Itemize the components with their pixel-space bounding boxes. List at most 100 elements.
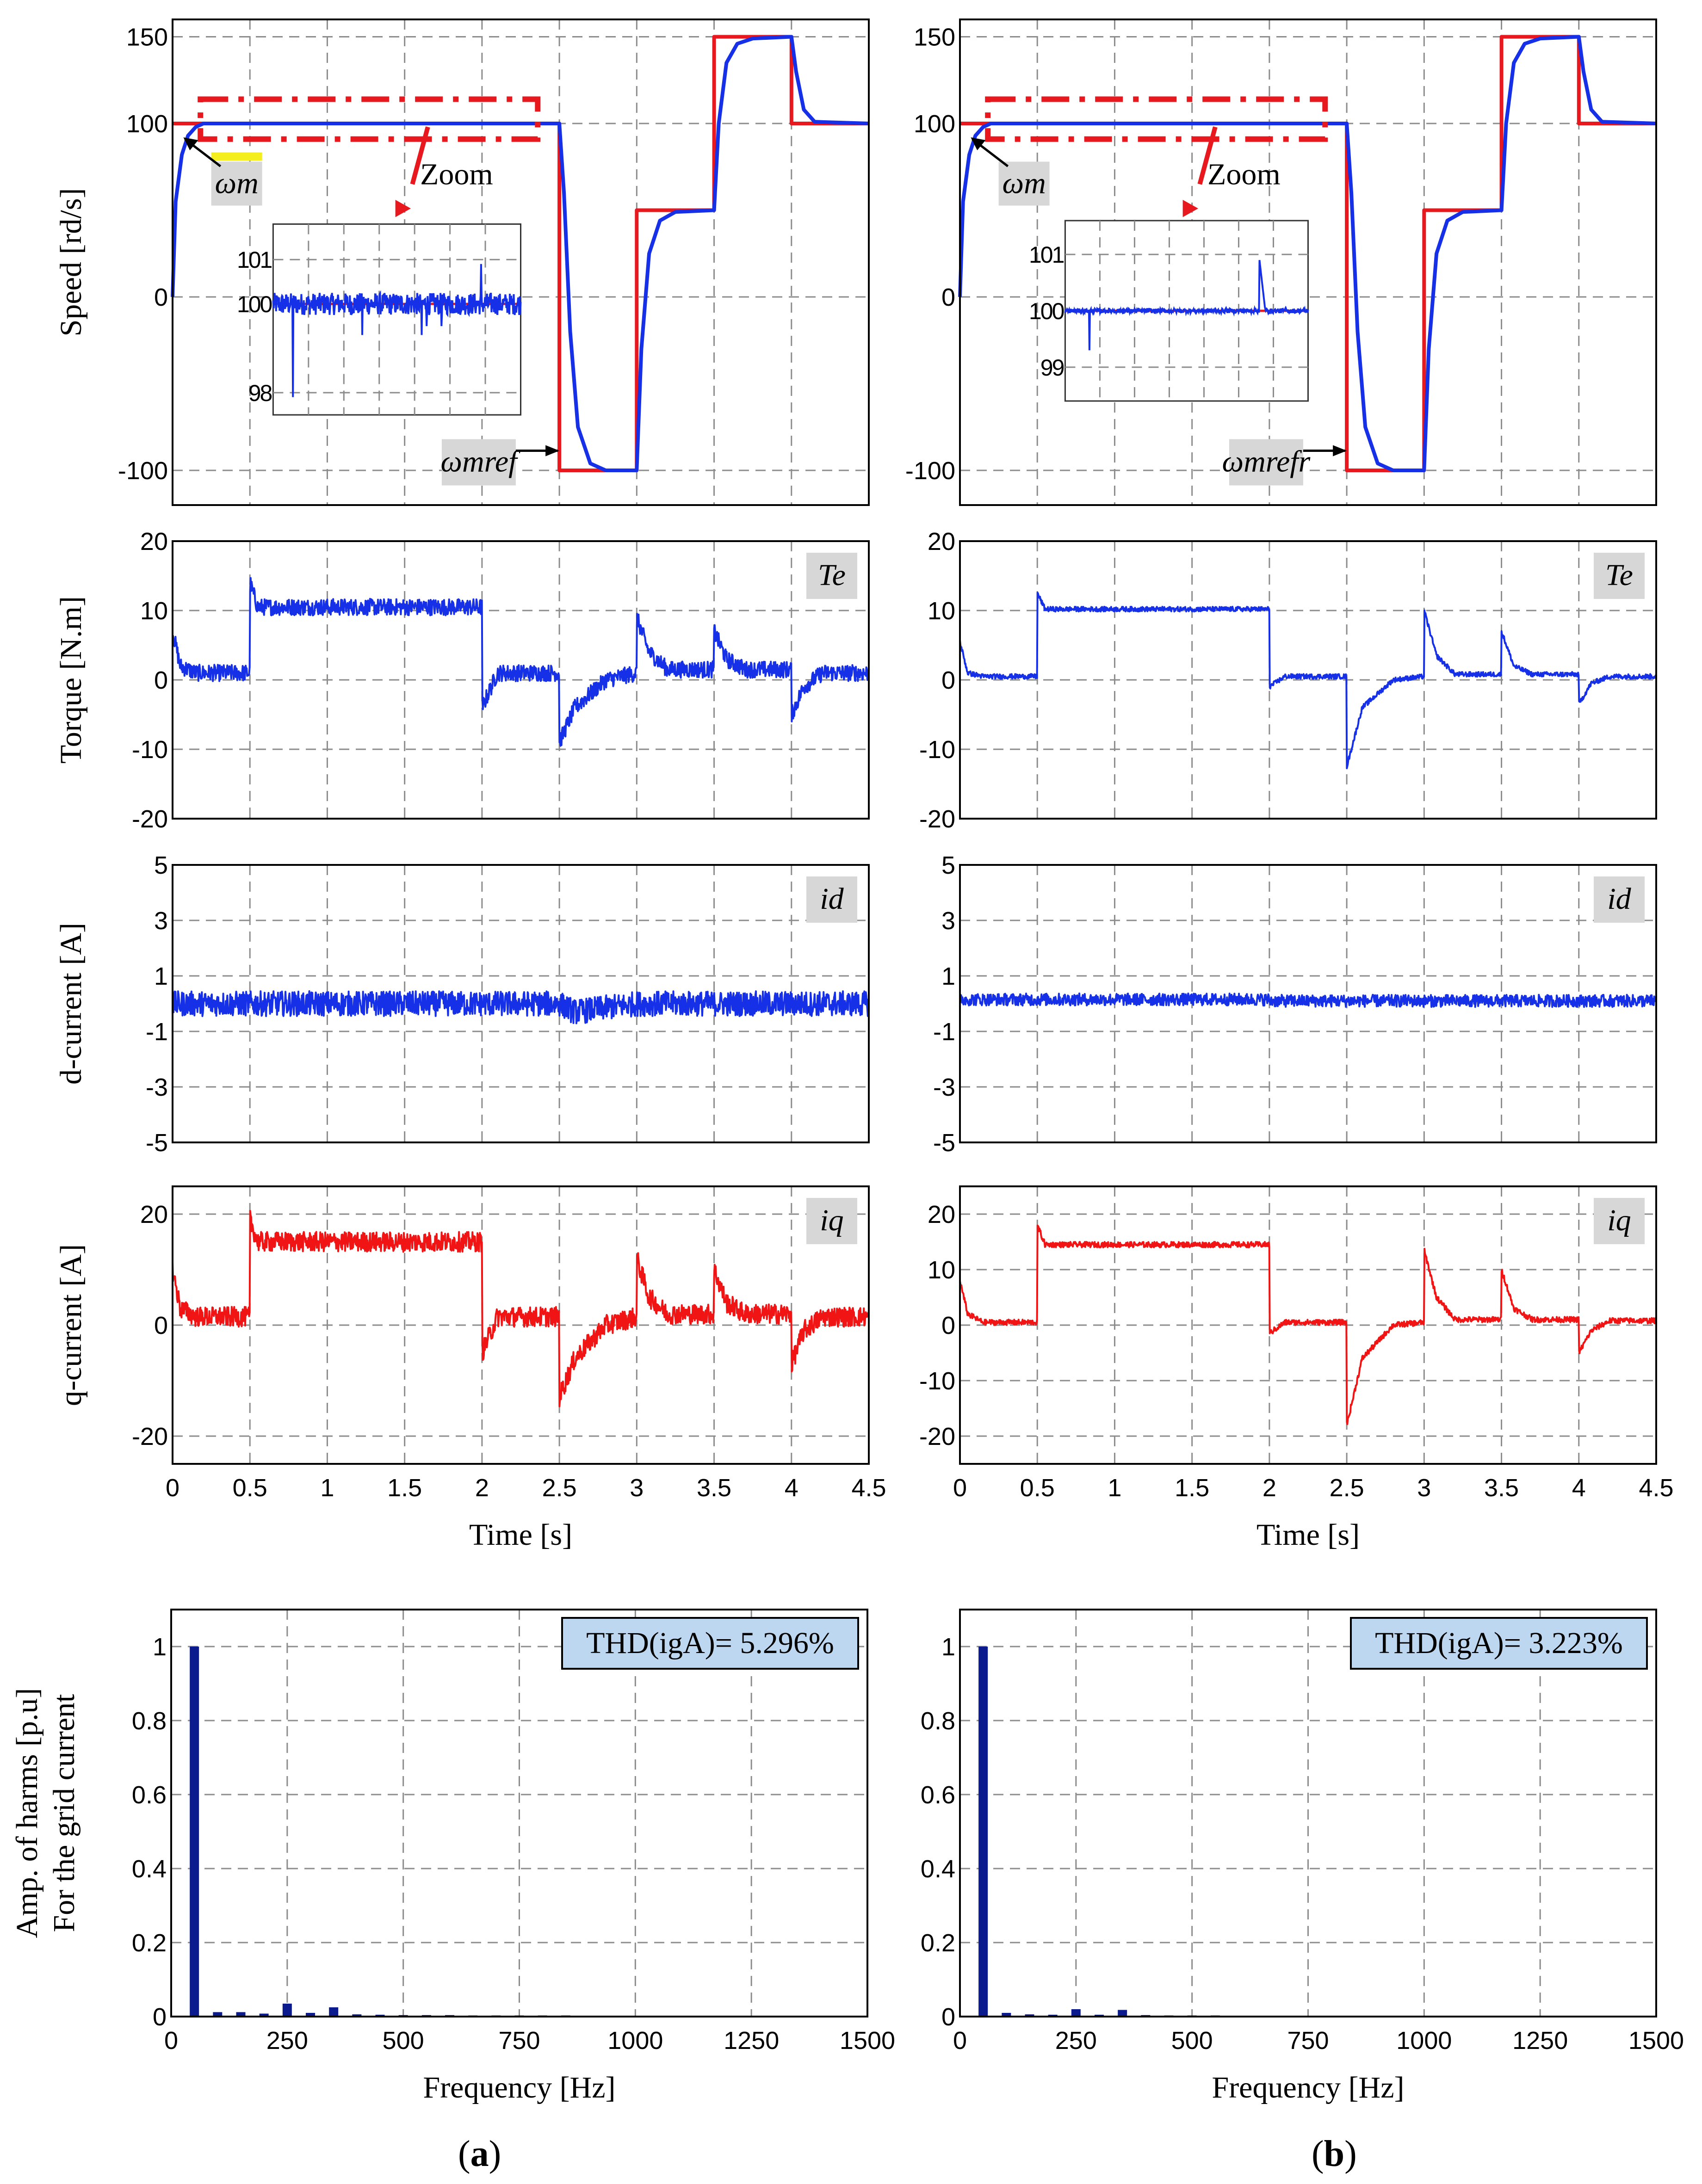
thd-box (561, 1617, 859, 1670)
y-tick-label: 0 (941, 284, 955, 311)
y-tick-label: 0 (153, 2003, 167, 2031)
y-tick-label: 5 (941, 851, 955, 879)
panel-a-iq: 20 0 -20 0 0.5 1 1.5 2 2.5 3 3.5 4 4.5 Time [s] q-curr… (54, 1185, 886, 1552)
y-tick-label: -5 (933, 1129, 955, 1157)
inset-y-tick: 98 (248, 380, 272, 406)
y-tick-label: 3 (941, 907, 955, 935)
bar-200hz (259, 2013, 269, 2017)
x-axis-label: Frequency [Hz] (423, 2071, 616, 2104)
y-tick-label: 3 (154, 907, 168, 935)
y-tick-label: 100 (914, 110, 955, 138)
wm-arrow-head (183, 137, 198, 150)
x-tick-label: 1500 (840, 2027, 895, 2054)
series-measured (958, 35, 1657, 472)
axes-frame (172, 864, 870, 1143)
y-tick-label: 1 (941, 962, 955, 990)
panel-a-thd: 1 0.8 0.6 0.4 0.2 00 250 500 750 1000 1250 1500 Freq… (10, 1609, 895, 2104)
y-tick-label: 0 (941, 1312, 955, 1339)
signal-label: Te (818, 558, 846, 592)
inset-y-tick: 101 (1029, 242, 1064, 268)
zoom-pointer-line (410, 126, 430, 185)
x-tick-label: 250 (1055, 2027, 1097, 2054)
series-id (959, 992, 1657, 1008)
y-tick-label: -100 (118, 457, 168, 485)
x-tick-label: 500 (383, 2027, 424, 2054)
caption-b-letter: b (1324, 2134, 1345, 2174)
x-tick-label: 3.5 (697, 1474, 731, 1502)
y-tick-label: 20 (140, 528, 168, 555)
series-Te (959, 592, 1657, 770)
wref-arrow-head (1333, 445, 1347, 457)
y-tick-label: -100 (905, 457, 955, 485)
thd-label: THD(igA)= 5.296% (586, 1626, 834, 1660)
bar-150hz (236, 2012, 246, 2017)
x-axis-label: Frequency [Hz] (1212, 2071, 1405, 2104)
axes-frame (172, 19, 870, 506)
x-tick-label: 500 (1171, 2027, 1213, 2054)
y-tick-label: 0 (941, 2003, 955, 2031)
y-tick-label: 0 (154, 284, 168, 311)
bar-350hz (329, 2007, 339, 2017)
y-tick-label: 1 (941, 1633, 955, 1661)
y-tick-label: -20 (919, 1423, 955, 1450)
inset-speed-trace (1064, 260, 1309, 351)
x-tick-label: 0 (953, 2027, 967, 2054)
y-tick-label: 100 (126, 110, 168, 138)
panel-a-id: 5 3 1 -1 -3 -5 d-current [A] id (54, 851, 870, 1157)
panel-a-torque: 20 10 0 -10 -20 Torque [N.m] Te (54, 528, 870, 833)
y-axis-label: d-current [A] (54, 923, 88, 1085)
zoom-inset: 101 100 99 (1029, 220, 1309, 402)
x-tick-label: 1250 (724, 2027, 779, 2054)
y-tick-label: 150 (914, 24, 955, 51)
inset-y-tick: 99 (1040, 355, 1064, 381)
bar-150hz (1025, 2014, 1034, 2017)
x-tick-label: 2.5 (1330, 1474, 1364, 1502)
inset-frame (272, 223, 521, 416)
zoom-arrow-marker (395, 200, 411, 217)
y-tick-label: 20 (928, 528, 955, 555)
x-tick-label: 3 (1417, 1474, 1431, 1502)
x-tick-label: 4 (785, 1474, 798, 1502)
thd-label: THD(igA)= 3.223% (1375, 1626, 1623, 1660)
panel-b-iq: 20 10 0 -10 -20 0 0.5 1 1.5 2 2.5 3 3.5 4 4.5 Time [s] i… (919, 1185, 1674, 1552)
inset-y-tick: 101 (237, 247, 272, 273)
y-tick-label: -10 (132, 736, 168, 764)
caption-a-letter: a (470, 2134, 489, 2174)
panel-a-speed: 150 100 0 -100 Speed [rd/s] Zoom ωm ωmref 101 100… (54, 19, 870, 506)
y-tick-label: 1 (153, 1633, 167, 1661)
inset-y-tick: 100 (237, 291, 272, 317)
wref-label-box (441, 439, 516, 486)
y-axis-label: Amp. of harms [p.u] (10, 1688, 44, 1938)
y-tick-label: 0.8 (921, 1707, 955, 1735)
thd-box (1350, 1617, 1648, 1670)
bar-50hz (978, 1647, 988, 2017)
panel-b-torque: 20 10 0 -10 -20 Te (919, 528, 1657, 833)
x-tick-label: 2 (1263, 1474, 1276, 1502)
bar-300hz (306, 2013, 315, 2017)
signal-label-box (806, 876, 857, 923)
y-tick-label: 20 (928, 1201, 955, 1228)
x-tick-label: 1000 (607, 2027, 663, 2054)
highlight-mark (211, 152, 262, 161)
axes-frame (959, 19, 1657, 506)
y-tick-label: 5 (154, 851, 168, 879)
y-tick-label: -1 (146, 1018, 168, 1046)
x-tick-label: 1 (1108, 1474, 1121, 1502)
y-axis-label: Speed [rd/s] (54, 188, 88, 337)
signal-label: id (820, 882, 844, 916)
series-Te (172, 577, 870, 747)
x-tick-label: 1.5 (387, 1474, 422, 1502)
y-tick-label: 10 (140, 597, 168, 625)
y-tick-label: -20 (919, 805, 955, 833)
wref-label: ωmrefr (1222, 445, 1311, 479)
x-tick-label: 3.5 (1484, 1474, 1519, 1502)
x-tick-label: 1250 (1512, 2027, 1568, 2054)
x-axis-label: Time [s] (1256, 1518, 1360, 1552)
bar-250hz (1071, 2009, 1081, 2017)
x-tick-label: 750 (498, 2027, 540, 2054)
signal-label: iq (820, 1203, 843, 1237)
axes-frame (172, 1185, 870, 1465)
zoom-rectangle (985, 96, 1328, 142)
y-tick-label: 150 (126, 24, 168, 51)
